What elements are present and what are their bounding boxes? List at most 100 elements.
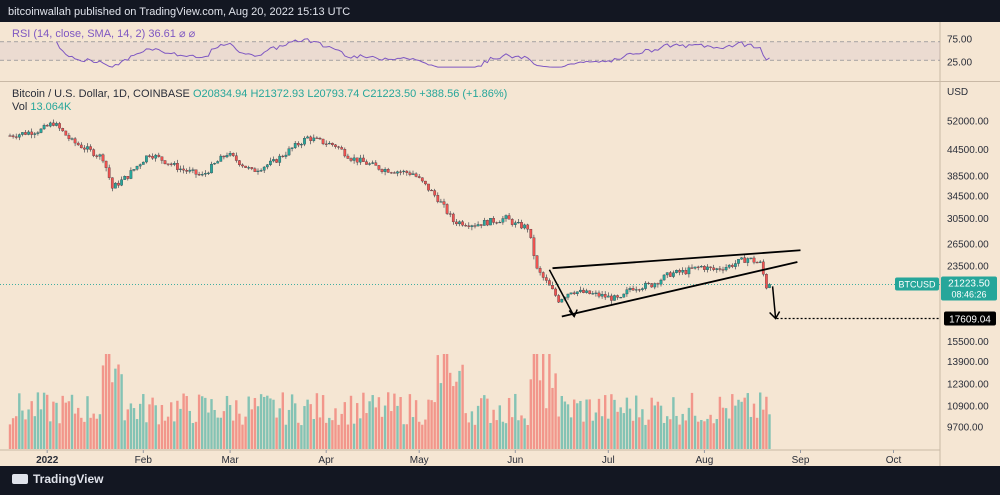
volume-bar <box>33 416 36 449</box>
candle-body <box>597 292 601 297</box>
candle-body <box>389 172 393 174</box>
candle-body <box>151 155 154 159</box>
candle-body <box>14 136 18 138</box>
candle-body <box>250 167 254 169</box>
volume-bar <box>442 354 446 449</box>
candle-body <box>213 163 216 165</box>
volume-bar <box>92 413 95 449</box>
volume-bar <box>532 354 536 449</box>
volume-bar <box>650 397 653 449</box>
candle-body <box>445 204 449 214</box>
volume-bar <box>631 420 635 449</box>
candle-body <box>498 222 502 224</box>
volume-bar <box>359 418 362 449</box>
volume-bar <box>241 424 244 449</box>
symbol-legend[interactable]: Bitcoin / U.S. Dollar, 1D, COINBASE O208… <box>12 88 507 100</box>
volume-bar <box>306 399 309 449</box>
volume-bar <box>30 401 33 449</box>
tradingview-logo[interactable]: TradingView <box>12 472 103 486</box>
volume-bar <box>718 396 722 449</box>
candle-body <box>765 274 768 289</box>
candle-body <box>247 167 251 169</box>
candle-body <box>157 154 161 157</box>
volume-bar <box>619 407 622 449</box>
candle-body <box>228 152 232 156</box>
candle-body <box>510 219 514 225</box>
candle-body <box>699 266 703 268</box>
volume-legend[interactable]: Vol 13.064K <box>12 101 71 113</box>
candle-body <box>117 182 120 186</box>
volume-bar <box>557 416 560 449</box>
candle-body <box>39 128 43 133</box>
candle-body <box>300 144 303 146</box>
volume-bar <box>569 417 573 449</box>
candle-body <box>110 177 114 189</box>
volume-bar <box>266 395 269 449</box>
currency-label: USD <box>947 87 968 98</box>
volume-bar <box>24 419 27 449</box>
volume-bar <box>77 407 80 449</box>
candle-body <box>386 169 390 173</box>
candle-body <box>566 293 570 298</box>
volume-bar <box>405 424 408 449</box>
candle-body <box>45 125 49 127</box>
volume-bar <box>191 423 195 449</box>
candle-body <box>448 213 452 215</box>
volume-bar <box>656 401 660 449</box>
candle-body <box>517 222 520 224</box>
volume-bar <box>746 393 749 449</box>
candle-body <box>461 221 464 226</box>
candle-body <box>529 228 533 238</box>
volume-bar <box>108 354 111 449</box>
price-tick-label: 34500.00 <box>947 191 989 202</box>
volume-bar <box>675 415 678 449</box>
volume-bar <box>210 399 213 449</box>
volume-bar <box>436 355 439 449</box>
candle-body <box>724 267 728 271</box>
candle-body <box>696 266 700 268</box>
volume-bar <box>312 418 315 449</box>
candle-body <box>355 157 359 163</box>
price-tick-label: 30500.00 <box>947 214 989 225</box>
candle-body <box>135 165 139 170</box>
volume-bar <box>548 354 551 449</box>
volume-bar <box>545 408 548 449</box>
volume-bar <box>356 403 359 449</box>
candle-body <box>334 144 337 147</box>
candle-body <box>532 237 536 256</box>
candle-body <box>191 169 195 171</box>
volume-bar <box>563 401 567 449</box>
volume-bar <box>762 409 765 449</box>
price-tick-label: 52000.00 <box>947 117 989 128</box>
volume-bar <box>579 400 582 449</box>
rsi-legend[interactable]: RSI (14, close, SMA, 14, 2) 36.61 ⌀ ⌀ <box>12 27 195 40</box>
candle-body <box>141 161 145 165</box>
candle-body <box>104 160 108 168</box>
candle-body <box>123 176 127 180</box>
price-tick-label: 10900.00 <box>947 401 989 412</box>
candle-body <box>98 154 102 157</box>
candle-body <box>216 161 220 164</box>
volume-bar <box>157 424 160 449</box>
price-tick-label: 38500.00 <box>947 171 989 182</box>
volume-bar <box>582 421 585 449</box>
volume-bar <box>368 401 371 449</box>
candle-body <box>61 128 65 132</box>
candle-body <box>693 266 697 269</box>
volume-bar <box>644 424 647 449</box>
candle-body <box>176 163 179 170</box>
candle-body <box>259 170 263 172</box>
price-tick-label: 13900.00 <box>947 357 989 368</box>
volume-bar <box>709 414 712 449</box>
volume-bar <box>287 409 291 449</box>
projection-arrowhead <box>769 311 781 320</box>
candle-body <box>275 159 278 163</box>
volume-bar <box>715 419 718 449</box>
candle-body <box>458 221 461 225</box>
candle-body <box>628 288 632 290</box>
candle-body <box>554 288 557 296</box>
candle-body <box>194 169 198 175</box>
volume-bar <box>743 397 746 449</box>
volume-bar <box>396 405 399 449</box>
